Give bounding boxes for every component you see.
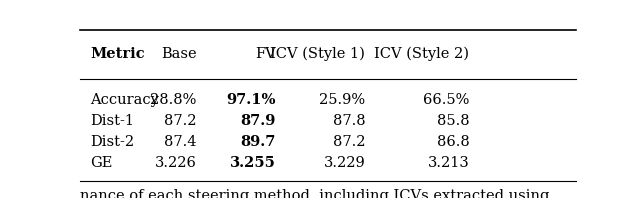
Text: 86.8: 86.8 — [436, 135, 469, 149]
Text: Base: Base — [161, 47, 196, 61]
Text: 87.2: 87.2 — [333, 135, 365, 149]
Text: 25.9%: 25.9% — [319, 93, 365, 107]
Text: FV: FV — [255, 47, 276, 61]
Text: 97.1%: 97.1% — [227, 93, 276, 107]
Text: 3.229: 3.229 — [323, 156, 365, 170]
Text: Accuracy: Accuracy — [90, 93, 159, 107]
Text: GE: GE — [90, 156, 112, 170]
Text: Metric: Metric — [90, 47, 145, 61]
Text: ICV (Style 1): ICV (Style 1) — [270, 47, 365, 61]
Text: Dist-1: Dist-1 — [90, 114, 134, 128]
Text: 89.7: 89.7 — [241, 135, 276, 149]
Text: Dist-2: Dist-2 — [90, 135, 134, 149]
Text: 85.8: 85.8 — [436, 114, 469, 128]
Text: 87.4: 87.4 — [164, 135, 196, 149]
Text: nance of each steering method, including ICVs extracted using: nance of each steering method, including… — [80, 189, 549, 198]
Text: 87.2: 87.2 — [164, 114, 196, 128]
Text: 87.8: 87.8 — [333, 114, 365, 128]
Text: 28.8%: 28.8% — [150, 93, 196, 107]
Text: 87.9: 87.9 — [241, 114, 276, 128]
Text: ICV (Style 2): ICV (Style 2) — [374, 47, 469, 61]
Text: 66.5%: 66.5% — [423, 93, 469, 107]
Text: 3.213: 3.213 — [428, 156, 469, 170]
Text: 3.255: 3.255 — [230, 156, 276, 170]
Text: 3.226: 3.226 — [155, 156, 196, 170]
